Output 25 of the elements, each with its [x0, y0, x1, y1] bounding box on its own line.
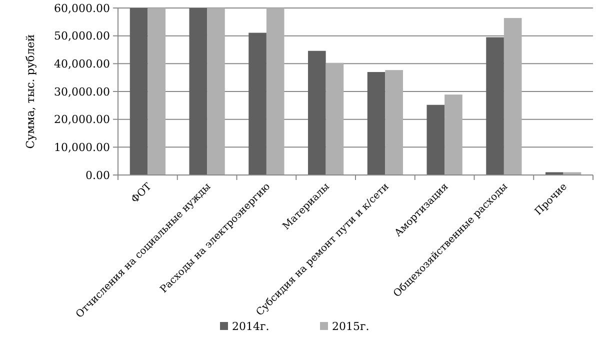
bar	[546, 172, 564, 175]
bar	[367, 72, 386, 175]
bar	[189, 8, 208, 175]
bar	[486, 37, 504, 175]
bar	[385, 70, 403, 175]
bar	[266, 8, 284, 175]
legend-label: 2015г.	[332, 320, 370, 333]
y-tick-label: 10,000.00	[54, 141, 110, 154]
bar	[207, 8, 225, 175]
bar	[444, 94, 462, 175]
bar	[504, 18, 522, 175]
y-tick-label: 0.00	[86, 168, 110, 182]
bar	[248, 32, 266, 175]
y-tick-label: 30,000.00	[54, 85, 110, 98]
y-tick-label: 50,000.00	[54, 30, 110, 43]
y-tick-label: 20,000.00	[54, 113, 110, 126]
bar	[308, 50, 326, 175]
bar	[326, 62, 344, 175]
y-axis-title: Сумма, тыс. рублей	[24, 34, 37, 149]
legend-label: 2014г.	[232, 320, 270, 333]
y-tick-label: 60,000.00	[54, 2, 110, 15]
bar	[148, 8, 166, 175]
bar	[130, 8, 148, 175]
y-tick-label: 40,000.00	[54, 58, 110, 71]
bar	[426, 104, 445, 175]
